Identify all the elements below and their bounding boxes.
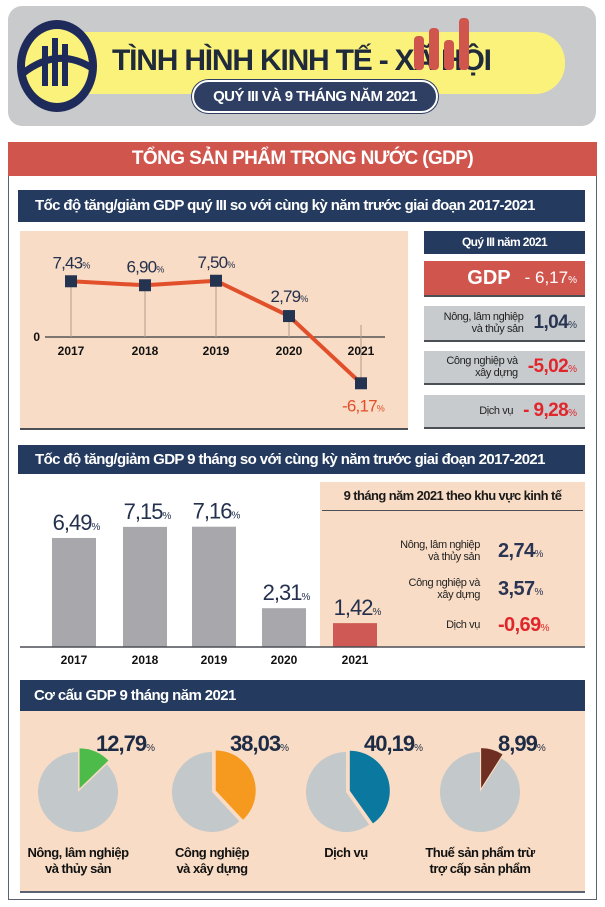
x-tick-label: 2017 (61, 653, 88, 667)
pie-rest (440, 752, 521, 833)
pie-value: 40,19% (364, 731, 423, 756)
x-tick-label: 2021 (348, 344, 375, 358)
pie-label: Nông, lâm nghiệp và thủy sản (27, 845, 129, 876)
q3-sector-row: Công nghiệp và xây dựng -5,02% (424, 351, 585, 385)
q3-sector-row: Nông, lâm nghiệp và thủy sản 1,04% (424, 306, 585, 342)
data-label: -6,17% (342, 396, 385, 415)
sector-value: -5,02% (527, 356, 577, 377)
bar-label: 6,49% (53, 510, 101, 535)
main-title: TỔNG SẢN PHẨM TRONG NƯỚC (GDP) (131, 148, 474, 169)
9m-sector-row: Công nghiệp và xây dựng 3,57% (330, 574, 550, 604)
data-label: 7,50% (197, 253, 235, 272)
sector-9m-title: 9 tháng năm 2021 theo khu vực kinh tế (343, 488, 562, 503)
sector-label: Nông, lâm nghiệp và thủy sản (443, 311, 524, 335)
logo (17, 20, 97, 112)
pie-slice (349, 750, 390, 824)
bar-chart-icon (414, 18, 469, 70)
bar (52, 537, 96, 647)
gdp-label: GDP (467, 266, 511, 289)
x-tick-label: 2019 (201, 653, 228, 667)
line-chart-area (20, 231, 408, 430)
bar-label: 7,16% (193, 499, 241, 524)
section3-title: Cơ cấu GDP 9 tháng năm 2021 (20, 680, 585, 711)
data-label: 2,79% (270, 287, 308, 306)
pie-rest (38, 752, 119, 832)
sector-value: -0,69% (498, 613, 550, 636)
data-label: 7,43% (52, 253, 90, 272)
data-point (283, 310, 295, 323)
x-tick-label: 2020 (271, 653, 298, 667)
q3-sector-row: Dịch vụ - 9,28% (424, 395, 585, 429)
pie-rest (171, 752, 240, 833)
q3-panel-title: Quý III năm 2021 (424, 231, 585, 254)
pie-slice (215, 750, 256, 820)
x-tick-label: 2018 (132, 653, 159, 667)
section1-title: Tốc độ tăng/giảm GDP quý III so với cùng… (18, 190, 585, 222)
main-title-bar: TỔNG SẢN PHẨM TRONG NƯỚC (GDP) (8, 142, 597, 176)
sector-value: 3,57% (498, 577, 544, 600)
9m-sector-row: Dịch vụ -0,69% (330, 610, 550, 640)
gdp-q3-box: GDP - 6,17% (424, 261, 585, 297)
x-tick-label: 2018 (132, 344, 159, 358)
x-tick-label: 2020 (276, 344, 303, 358)
bar (123, 526, 167, 647)
sector-9m-panel (320, 482, 585, 647)
pie-value: 8,99% (498, 731, 546, 756)
bar-chart: 6,49% 2017 7,15% 2018 7,16% 2019 2,31% 2020 1,42… (20, 499, 585, 667)
x-tick-label: 2021 (342, 653, 369, 667)
sector-label: Nông, lâm nghiệp và thủy sản (400, 539, 480, 563)
page-title: TÌNH HÌNH KINH TẾ - XÃ HỘI (112, 44, 492, 77)
pie-value: 38,03% (230, 731, 289, 756)
y-tick-0: 0 (33, 330, 40, 344)
pie-slice (79, 748, 109, 789)
data-label: 6,90% (126, 257, 164, 276)
bar (333, 623, 377, 647)
x-tick-label: 2019 (203, 344, 230, 358)
pie-rest (305, 752, 370, 833)
data-point (210, 274, 222, 287)
sector-value: 2,74% (498, 539, 544, 562)
divider (322, 510, 583, 511)
bar (192, 526, 236, 647)
sector-label: Công nghiệp và xây dựng (446, 355, 518, 379)
pie-slice (481, 748, 503, 789)
sector-label: Dịch vụ (479, 405, 514, 417)
sector-value: 1,04% (533, 312, 578, 333)
bar-label: 7,15% (124, 499, 172, 524)
bar (262, 608, 306, 647)
9m-sector-row: Nông, lâm nghiệp và thủy sản 2,74% (330, 536, 550, 566)
sector-label: Công nghiệp và xây dựng (408, 577, 481, 601)
bar-label: 2,31% (263, 580, 311, 605)
pie-label: Dịch vụ (324, 845, 368, 860)
data-point (65, 275, 77, 288)
subtitle-pill: QUÝ III VÀ 9 THÁNG NĂM 2021 (192, 80, 438, 113)
pie-label: Công nghiệp và xây dựng (175, 845, 249, 876)
bar-label: 1,42% (334, 595, 382, 620)
data-point (139, 279, 151, 292)
x-tick-label: 2017 (58, 344, 85, 358)
sector-label: Dịch vụ (446, 619, 480, 631)
pie-value: 12,79% (96, 731, 155, 756)
sector-value: - 9,28% (523, 400, 577, 421)
subtitle: QUÝ III VÀ 9 THÁNG NĂM 2021 (213, 88, 417, 105)
line-chart: 0 7,43% 2017 6,90% 2018 7,50% 2019 2,79% 2020 -6,… (33, 253, 385, 416)
data-point (355, 377, 367, 390)
section2-title: Tốc độ tăng/giảm GDP 9 tháng so với cùng… (18, 445, 585, 474)
pie-label: Thuế sản phẩm trừ trợ cấp sản phẩm (425, 845, 535, 876)
gdp-value: - 6,17% (524, 268, 577, 287)
